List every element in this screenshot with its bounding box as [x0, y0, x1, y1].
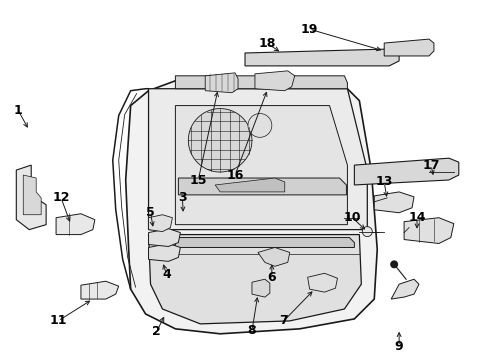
Text: 7: 7 — [279, 314, 288, 327]
Polygon shape — [391, 279, 419, 299]
Polygon shape — [245, 49, 399, 66]
Text: 18: 18 — [258, 37, 275, 50]
Polygon shape — [175, 76, 347, 89]
Polygon shape — [148, 215, 172, 231]
Polygon shape — [215, 178, 285, 192]
Text: 13: 13 — [375, 175, 393, 189]
Polygon shape — [374, 192, 414, 213]
Text: 11: 11 — [49, 314, 67, 327]
Text: 12: 12 — [52, 192, 70, 204]
Text: 15: 15 — [190, 174, 207, 186]
Polygon shape — [23, 175, 41, 215]
Polygon shape — [178, 178, 346, 195]
Polygon shape — [16, 165, 46, 230]
Polygon shape — [148, 235, 361, 324]
Text: 5: 5 — [146, 206, 155, 219]
Polygon shape — [56, 214, 95, 235]
Text: 6: 6 — [268, 271, 276, 284]
Text: 16: 16 — [226, 168, 244, 181]
Text: 10: 10 — [343, 211, 361, 224]
Polygon shape — [188, 109, 252, 172]
Text: 17: 17 — [422, 159, 440, 172]
Polygon shape — [362, 227, 372, 237]
Text: 4: 4 — [162, 268, 171, 281]
Text: 8: 8 — [247, 324, 256, 337]
Polygon shape — [255, 71, 294, 91]
Text: 1: 1 — [14, 104, 23, 117]
Polygon shape — [148, 89, 368, 230]
Polygon shape — [125, 81, 377, 334]
Polygon shape — [81, 281, 119, 299]
Polygon shape — [308, 273, 338, 292]
Polygon shape — [258, 247, 290, 266]
Polygon shape — [175, 238, 354, 247]
Text: 9: 9 — [395, 340, 403, 353]
Polygon shape — [148, 229, 180, 247]
Polygon shape — [175, 105, 347, 225]
Polygon shape — [404, 218, 454, 243]
Polygon shape — [252, 279, 270, 297]
Text: 2: 2 — [152, 325, 161, 338]
Polygon shape — [205, 73, 238, 93]
Text: 3: 3 — [178, 192, 187, 204]
Text: 19: 19 — [301, 23, 318, 36]
Polygon shape — [354, 158, 459, 185]
Polygon shape — [384, 39, 434, 56]
Polygon shape — [390, 260, 398, 268]
Text: 14: 14 — [408, 211, 426, 224]
Polygon shape — [148, 243, 180, 261]
Polygon shape — [248, 113, 272, 137]
